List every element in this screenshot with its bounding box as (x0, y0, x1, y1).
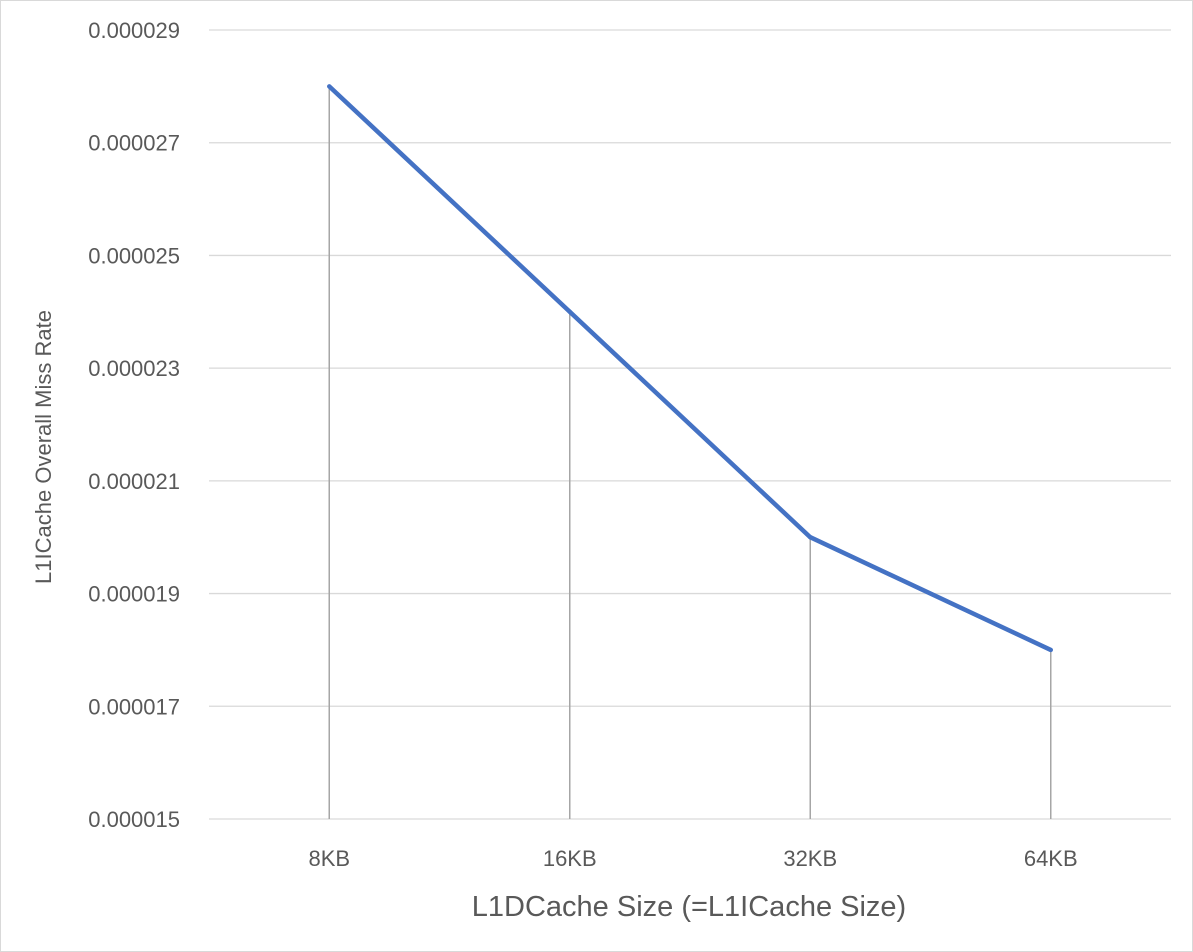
x-tick-label: 8KB (308, 846, 350, 871)
drop-lines (328, 86, 1052, 819)
x-tick-label: 64KB (1024, 846, 1078, 871)
y-tick-label: 0.000023 (88, 356, 180, 381)
y-tick-labels: 0.000015 0.000017 0.000019 0.000021 0.000023… (88, 18, 180, 832)
y-tick-label: 0.000015 (88, 807, 180, 832)
series-segment (808, 534, 1053, 653)
y-tick-label: 0.000025 (88, 243, 180, 268)
series-segment (567, 309, 813, 540)
y-tick-label: 0.000021 (88, 469, 180, 494)
y-tick-label: 0.000027 (88, 131, 180, 156)
x-tick-label: 32KB (783, 846, 837, 871)
x-tick-labels: 8KB 16KB 32KB 64KB (308, 846, 1077, 871)
series-segment (327, 84, 572, 315)
x-tick-label: 16KB (543, 846, 597, 871)
series-lines (327, 84, 1053, 653)
y-tick-label: 0.000019 (88, 582, 180, 607)
y-tick-label: 0.000017 (88, 694, 180, 719)
gridlines (209, 29, 1171, 820)
y-axis-title: L1ICache Overall Miss Rate (31, 310, 56, 584)
x-axis-title: L1DCache Size (=L1ICache Size) (472, 891, 906, 923)
y-tick-label: 0.000029 (88, 18, 180, 43)
